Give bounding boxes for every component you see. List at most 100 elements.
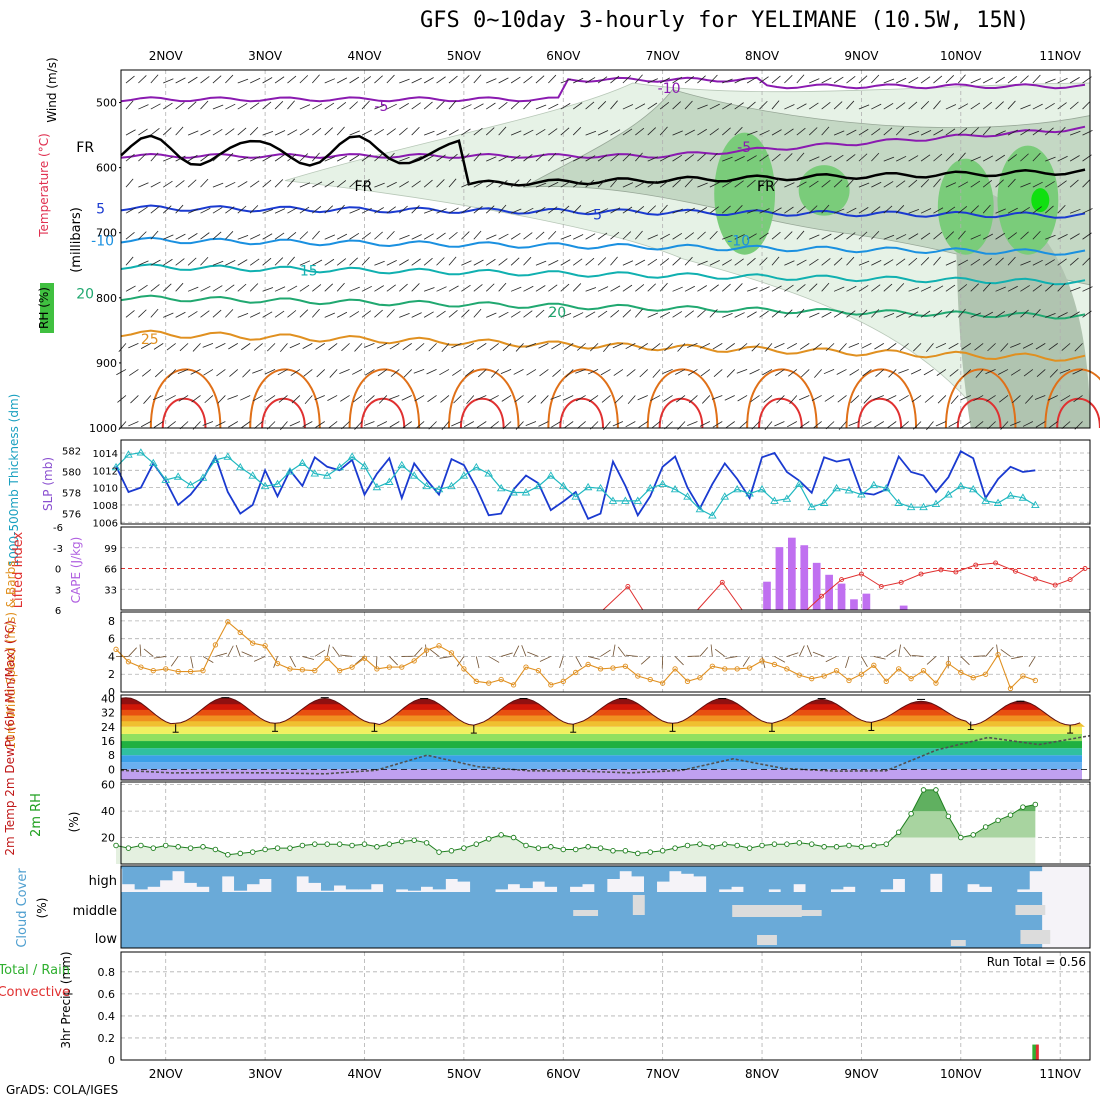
- wind-barb: [1057, 204, 1066, 214]
- wind-barb: [726, 369, 735, 378]
- wind-barb: [265, 395, 276, 403]
- wind-speed-point: [784, 666, 790, 672]
- cloud-bar: [184, 866, 198, 883]
- wind-barb: [861, 421, 872, 427]
- thickness-point: [360, 461, 369, 470]
- wind-barb: [858, 182, 870, 188]
- wind-barb: [759, 310, 769, 318]
- wind-barb: [143, 395, 152, 404]
- wind-barb: [328, 421, 338, 429]
- wind-barb: [386, 206, 396, 214]
- wind-barb: [486, 78, 497, 84]
- rh-point: [722, 841, 728, 847]
- slp-line: [115, 450, 1036, 520]
- surface-wind-barb: [640, 656, 651, 665]
- wind-barb: [722, 181, 732, 188]
- thickness-point: [857, 490, 866, 498]
- wind-barb: [788, 369, 798, 377]
- thickness-point: [981, 496, 990, 504]
- wind-barb: [746, 101, 756, 110]
- wind-barb: [262, 130, 274, 136]
- wind-speed-point: [759, 658, 765, 664]
- wind-barb: [597, 76, 608, 84]
- cloud-bar: [258, 920, 272, 948]
- thickness-point: [534, 481, 543, 490]
- pressure-tick-label: 900: [96, 357, 117, 370]
- wind-barb: [461, 104, 472, 110]
- wind-barb: [746, 130, 758, 136]
- top-date-label: 2NOV: [149, 49, 184, 63]
- temperature-axis-label: Temperature (°C): [37, 133, 51, 238]
- cloud-bar: [420, 892, 434, 920]
- wind-barb: [526, 369, 537, 376]
- wind-barb: [498, 233, 509, 240]
- thickness-point: [633, 496, 643, 504]
- wind-barb: [647, 102, 658, 110]
- wind-barb: [1020, 309, 1029, 318]
- wind-barb: [920, 100, 930, 110]
- wind-barb: [846, 154, 856, 162]
- wind-barb: [858, 260, 870, 266]
- wind-speed-point: [585, 661, 591, 668]
- wind-barb: [192, 343, 201, 352]
- wind-speed-point: [250, 640, 256, 646]
- wind-barb: [833, 101, 843, 110]
- wind-barb: [585, 179, 595, 188]
- wind-barb: [274, 232, 285, 240]
- wind-barb: [585, 77, 596, 84]
- cloud-bar: [271, 892, 285, 920]
- wind-speed-point: [1020, 673, 1026, 679]
- wind-barb: [538, 343, 549, 349]
- wind-barb: [535, 231, 545, 240]
- pressure-tick-label: 700: [96, 227, 117, 240]
- wind-barb: [1007, 75, 1017, 84]
- wind-barb: [622, 104, 634, 110]
- wind-barb: [709, 181, 720, 188]
- wind-barb: [349, 76, 360, 84]
- wind-barb: [800, 369, 810, 378]
- wind-barb: [324, 102, 335, 110]
- wind-barb: [639, 369, 649, 378]
- cloud-bar: [234, 920, 248, 948]
- wind-barb: [709, 284, 719, 292]
- cloud-bar: [681, 920, 695, 948]
- wind-barb: [920, 310, 931, 318]
- wind-barb: [523, 310, 533, 318]
- wind-barb: [187, 311, 198, 318]
- wind-barb: [237, 127, 247, 136]
- wind-barb: [328, 343, 338, 351]
- cloud-bar: [271, 920, 285, 948]
- wind-barb: [510, 286, 522, 292]
- cloud-bar: [358, 920, 372, 948]
- rh-point: [672, 845, 678, 851]
- wind-speed-point: [510, 682, 517, 688]
- wind-barb: [982, 77, 994, 84]
- arch-35: [956, 397, 1002, 429]
- wind-barb: [796, 230, 805, 240]
- wind-barb: [535, 309, 545, 318]
- wind-barb: [659, 282, 668, 292]
- rh-point: [995, 817, 1001, 824]
- wind-barb: [237, 234, 249, 240]
- wind-barb: [833, 257, 843, 266]
- wind-barb: [374, 231, 383, 240]
- wind-barb: [784, 309, 793, 318]
- wind-barb: [672, 130, 683, 136]
- cloud-bar: [470, 892, 484, 920]
- cloud-bar: [830, 866, 844, 890]
- wind-barb: [945, 309, 955, 318]
- wind-barb: [858, 128, 869, 136]
- wind-barb: [933, 100, 941, 110]
- wind-barb: [436, 130, 447, 136]
- wind-barb: [250, 312, 261, 318]
- cloud-bar: [917, 892, 931, 920]
- wind-barb: [858, 153, 868, 162]
- precip-frame: [120, 951, 1091, 1061]
- cloud-bar: [271, 866, 285, 892]
- cloud-bar: [234, 892, 248, 920]
- cloud-bar: [470, 866, 484, 892]
- wind-barb: [700, 369, 711, 377]
- wind-barb: [722, 283, 731, 292]
- wind-barb: [365, 395, 375, 404]
- wind-barb: [883, 312, 895, 318]
